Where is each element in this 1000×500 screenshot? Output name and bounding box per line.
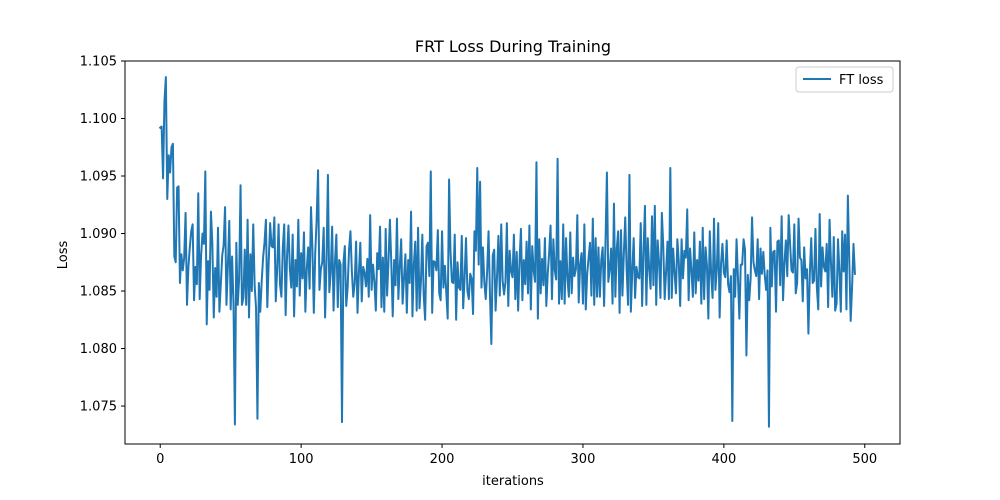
y-tick-label: 1.080: [80, 342, 117, 357]
chart-title: FRT Loss During Training: [415, 37, 611, 56]
x-tick-label: 500: [852, 452, 877, 467]
x-tick-label: 200: [430, 452, 455, 467]
plot-frame: [124, 60, 901, 445]
x-tick-label: 100: [289, 452, 314, 467]
series-line-0: [158, 76, 856, 428]
y-tick-label: 1.100: [80, 112, 117, 127]
plot-area: [158, 76, 856, 428]
legend: FT loss: [795, 66, 894, 93]
x-tick-label: 400: [711, 452, 736, 467]
y-tick-label: 1.090: [80, 227, 117, 242]
y-tick-label: 1.105: [80, 55, 117, 70]
y-tick-label: 1.085: [80, 285, 117, 300]
x-tick-label: 0: [156, 452, 164, 467]
y-tick-label: 1.095: [80, 170, 117, 185]
x-axis-label: iterations: [482, 474, 544, 489]
legend-entry-ft-loss: FT loss: [839, 73, 884, 88]
y-tick-label: 1.075: [80, 400, 117, 415]
axes: 0 100 200 300 400 500 1.075 1.080 1.085 1.090 1.09…: [80, 55, 901, 467]
legend-box: [795, 66, 894, 93]
x-tick-label: 300: [571, 452, 596, 467]
y-axis-label: Loss: [56, 241, 71, 270]
